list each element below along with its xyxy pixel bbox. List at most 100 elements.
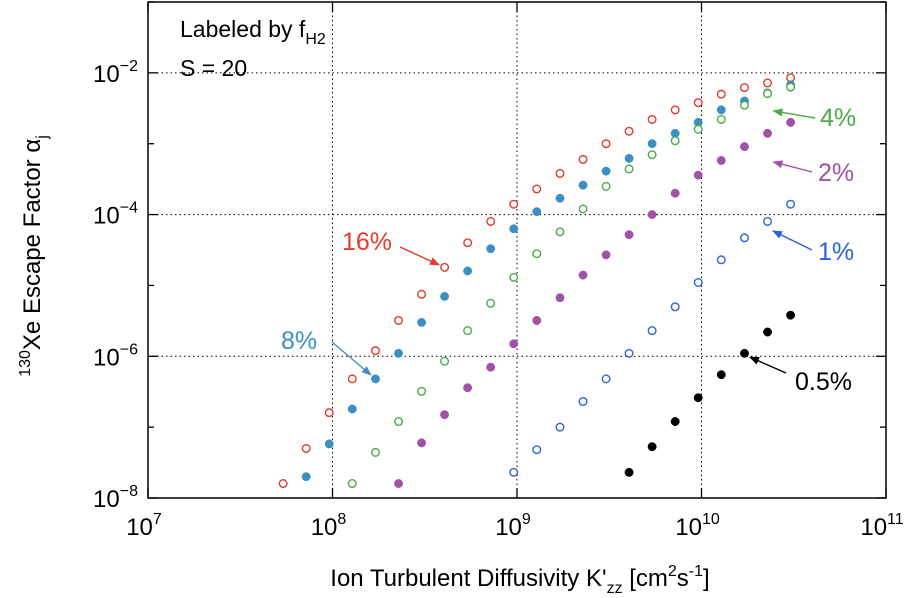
data-point bbox=[647, 139, 657, 149]
data-point bbox=[417, 438, 427, 448]
data-point bbox=[601, 166, 611, 176]
data-point bbox=[693, 98, 703, 108]
data-point bbox=[532, 445, 542, 455]
data-points bbox=[278, 73, 796, 489]
data-point bbox=[716, 105, 726, 115]
annotation-label: 1% bbox=[818, 238, 854, 266]
data-point bbox=[578, 154, 588, 164]
data-point bbox=[740, 348, 749, 358]
data-point bbox=[509, 224, 519, 234]
data-point bbox=[601, 250, 611, 260]
data-point bbox=[670, 302, 680, 312]
data-point bbox=[786, 117, 796, 127]
data-point bbox=[578, 397, 588, 407]
annotation-label: 0.5% bbox=[795, 368, 852, 396]
series-8% bbox=[301, 80, 796, 482]
data-point bbox=[647, 210, 657, 220]
series-16% bbox=[278, 73, 796, 489]
data-point bbox=[624, 230, 634, 240]
series-annotations: 16% 8% 4% 2% 1% 0.5% bbox=[281, 104, 856, 396]
data-point bbox=[786, 199, 796, 209]
annotation-0.5%: 0.5% bbox=[749, 356, 852, 396]
data-point bbox=[670, 417, 680, 426]
plot-frame bbox=[147, 1, 887, 499]
data-point bbox=[624, 467, 634, 477]
data-point bbox=[532, 316, 542, 325]
data-point bbox=[301, 443, 311, 453]
data-point bbox=[716, 156, 726, 165]
y-tick-label: 10−4 bbox=[93, 200, 138, 230]
data-point bbox=[371, 374, 380, 384]
data-point bbox=[394, 417, 404, 427]
data-point bbox=[578, 270, 588, 280]
data-point bbox=[440, 262, 450, 272]
data-point bbox=[624, 153, 634, 163]
data-point bbox=[716, 89, 726, 99]
annotation-4%: 4% bbox=[772, 104, 856, 132]
data-point bbox=[555, 227, 565, 237]
x-axis-title: Ion Turbulent Diffusivity K'zz [cm2s-1] bbox=[330, 563, 709, 597]
data-point bbox=[440, 410, 450, 420]
data-point bbox=[532, 184, 542, 194]
y-tick-label: 10−8 bbox=[93, 483, 138, 513]
data-point bbox=[716, 114, 726, 124]
data-point bbox=[624, 348, 634, 358]
y-tick-label: 10−2 bbox=[93, 58, 138, 88]
annotation-8%: 8% bbox=[281, 327, 372, 376]
data-point bbox=[716, 370, 726, 380]
data-point bbox=[647, 442, 657, 452]
data-point bbox=[716, 255, 726, 265]
data-point bbox=[463, 326, 473, 336]
y-tick-label: 10−6 bbox=[93, 341, 138, 371]
data-point bbox=[394, 479, 403, 488]
data-point bbox=[578, 204, 588, 214]
annotation-arrow bbox=[772, 160, 813, 173]
data-point bbox=[647, 150, 657, 160]
data-point bbox=[601, 139, 611, 149]
data-point bbox=[601, 374, 611, 384]
data-point bbox=[693, 393, 703, 403]
data-point bbox=[786, 310, 796, 320]
data-point bbox=[601, 181, 611, 191]
data-point bbox=[578, 180, 588, 190]
data-point bbox=[739, 233, 749, 243]
data-point bbox=[647, 326, 657, 336]
data-point bbox=[693, 124, 703, 134]
data-point bbox=[786, 82, 796, 92]
y-tick-labels: 10−8 10−6 10−4 10−2 bbox=[93, 58, 138, 513]
data-point bbox=[324, 408, 334, 418]
series-0.5% bbox=[624, 310, 796, 477]
data-point bbox=[763, 78, 773, 88]
data-point bbox=[555, 293, 565, 303]
x-tick-label: 1011 bbox=[860, 511, 903, 541]
data-point bbox=[555, 193, 565, 203]
annotation-label: 8% bbox=[281, 327, 317, 355]
data-point bbox=[417, 289, 427, 299]
data-point bbox=[486, 244, 496, 254]
data-point bbox=[763, 89, 773, 99]
data-point bbox=[278, 479, 288, 489]
annotation-arrow bbox=[772, 108, 816, 119]
data-point bbox=[324, 439, 334, 449]
data-point bbox=[440, 356, 450, 366]
data-point bbox=[740, 142, 749, 152]
x-tick-label: 107 bbox=[126, 511, 162, 541]
data-point bbox=[624, 164, 634, 174]
data-point bbox=[763, 327, 772, 337]
data-point bbox=[532, 249, 542, 259]
annotation-label: 4% bbox=[820, 104, 856, 132]
grid-lines bbox=[148, 2, 886, 498]
annotation-label: 2% bbox=[818, 159, 854, 187]
annotation-16%: 16% bbox=[342, 228, 441, 266]
annotation-arrow bbox=[331, 341, 372, 376]
y-axis-title: 130Xe Escape Factor αj bbox=[17, 135, 51, 377]
data-point bbox=[509, 467, 519, 477]
annotation-arrow bbox=[772, 230, 813, 251]
data-point bbox=[509, 199, 519, 209]
data-point bbox=[763, 128, 772, 138]
data-point bbox=[739, 100, 749, 110]
data-point bbox=[486, 362, 496, 372]
data-point bbox=[301, 472, 311, 482]
annotation-1%: 1% bbox=[772, 230, 854, 266]
